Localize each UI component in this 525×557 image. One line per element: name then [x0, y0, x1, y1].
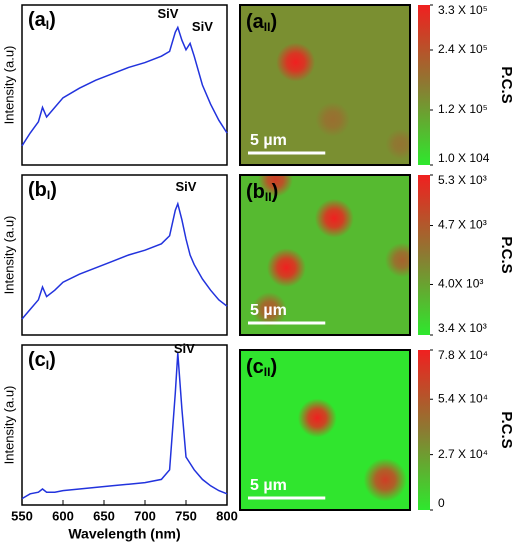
scale-bar-label: 5 µm [250, 302, 287, 319]
spectrum-line [21, 352, 228, 500]
scale-bar-label: 5 µm [250, 477, 287, 494]
colorbar-tick-label: 0 [438, 496, 445, 510]
x-axis-label: Wavelength (nm) [68, 526, 180, 542]
map-frame [239, 174, 411, 336]
hot-spot [385, 128, 410, 160]
colorbar [418, 5, 430, 165]
colorbar-tick-label: 7.8 X 10⁴ [438, 348, 488, 362]
plot-frame [21, 174, 228, 336]
panel-label-sub: I [46, 18, 49, 32]
panel-label-sub: II [264, 20, 271, 34]
panel-label-end: ) [49, 9, 56, 31]
peak-annotation: SiV [192, 19, 213, 34]
colorbar-tick-label: 3.3 X 10⁵ [438, 3, 488, 17]
panel-label-main: (a [246, 11, 265, 33]
panel-label-end: ) [50, 179, 57, 201]
colorbar-label: P.C.S [498, 411, 515, 448]
x-tick-label: 550 [11, 508, 33, 523]
colorbar [418, 175, 430, 335]
hot-spot [258, 175, 293, 197]
y-axis-label: Intensity (a.u) [1, 386, 16, 465]
hot-spot [314, 198, 354, 238]
panel-label: (aI) [28, 9, 56, 32]
panel-label-sub: I [46, 358, 49, 372]
colorbar-tick-label: 4.0X 10³ [438, 277, 483, 291]
panel-label-end: ) [270, 11, 277, 33]
panel-label-sub: II [264, 365, 271, 379]
panel-label-main: (b [246, 181, 265, 203]
colorbar-tick-label: 3.4 X 10³ [438, 321, 487, 335]
panel-label-end: ) [270, 356, 277, 378]
x-tick-label: 600 [52, 508, 74, 523]
panel-label-end: ) [272, 181, 279, 203]
peak-annotation: SiV [176, 179, 197, 194]
panel-label: (bI) [28, 179, 57, 202]
hot-spot [384, 242, 410, 278]
colorbar-label: P.C.S [498, 236, 515, 273]
map [240, 350, 410, 510]
map-frame [239, 349, 411, 511]
scale-bar-label: 5 µm [250, 132, 287, 149]
map [240, 175, 410, 335]
colorbar-tick-label: 5.4 X 10⁴ [438, 391, 488, 405]
x-tick-label: 650 [93, 508, 115, 523]
colorbar-tick-label: 1.0 X 104 [438, 151, 490, 165]
panel-label: (bII) [246, 181, 278, 204]
map [240, 5, 410, 165]
panel-label-end: ) [49, 349, 56, 371]
peak-annotation: SiV [174, 341, 195, 356]
panel-label: (cII) [246, 356, 277, 379]
panel-label-main: (a [28, 9, 47, 31]
x-tick-label: 750 [175, 508, 197, 523]
colorbar-tick-label: 1.2 X 10⁵ [438, 102, 488, 116]
hot-spot [363, 458, 407, 502]
hot-spot [266, 248, 306, 288]
panel-label: (cI) [28, 349, 56, 372]
plot-frame [21, 4, 228, 166]
map-frame [239, 4, 411, 166]
peak-annotation: SiV [157, 6, 178, 21]
spectrum-line [21, 201, 228, 320]
colorbar-tick-label: 2.7 X 10⁴ [438, 447, 488, 461]
colorbar-tick-label: 4.7 X 10³ [438, 218, 487, 232]
panel-label-sub: II [265, 190, 272, 204]
panel-label-main: (c [246, 356, 264, 378]
hot-spot [252, 292, 287, 327]
map-background [240, 5, 410, 165]
colorbar-tick-label: 2.4 X 10⁵ [438, 42, 488, 56]
x-tick-label: 700 [134, 508, 156, 523]
hot-spot [297, 398, 337, 438]
panel-label-main: (b [28, 179, 47, 201]
spectrum-line [21, 25, 228, 147]
x-tick-label: 800 [216, 508, 238, 523]
colorbar-label: P.C.S [498, 66, 515, 103]
colorbar [418, 350, 430, 510]
panel-label-main: (c [28, 349, 46, 371]
panel-label-sub: I [47, 188, 50, 202]
panel-label: (aII) [246, 11, 277, 34]
y-axis-label: Intensity (a.u) [1, 216, 16, 295]
hot-spot [315, 102, 351, 137]
hot-spot [276, 42, 316, 82]
colorbar-tick-label: 5.3 X 10³ [438, 173, 487, 187]
y-axis-label: Intensity (a.u) [1, 46, 16, 125]
plot-frame [21, 344, 228, 506]
